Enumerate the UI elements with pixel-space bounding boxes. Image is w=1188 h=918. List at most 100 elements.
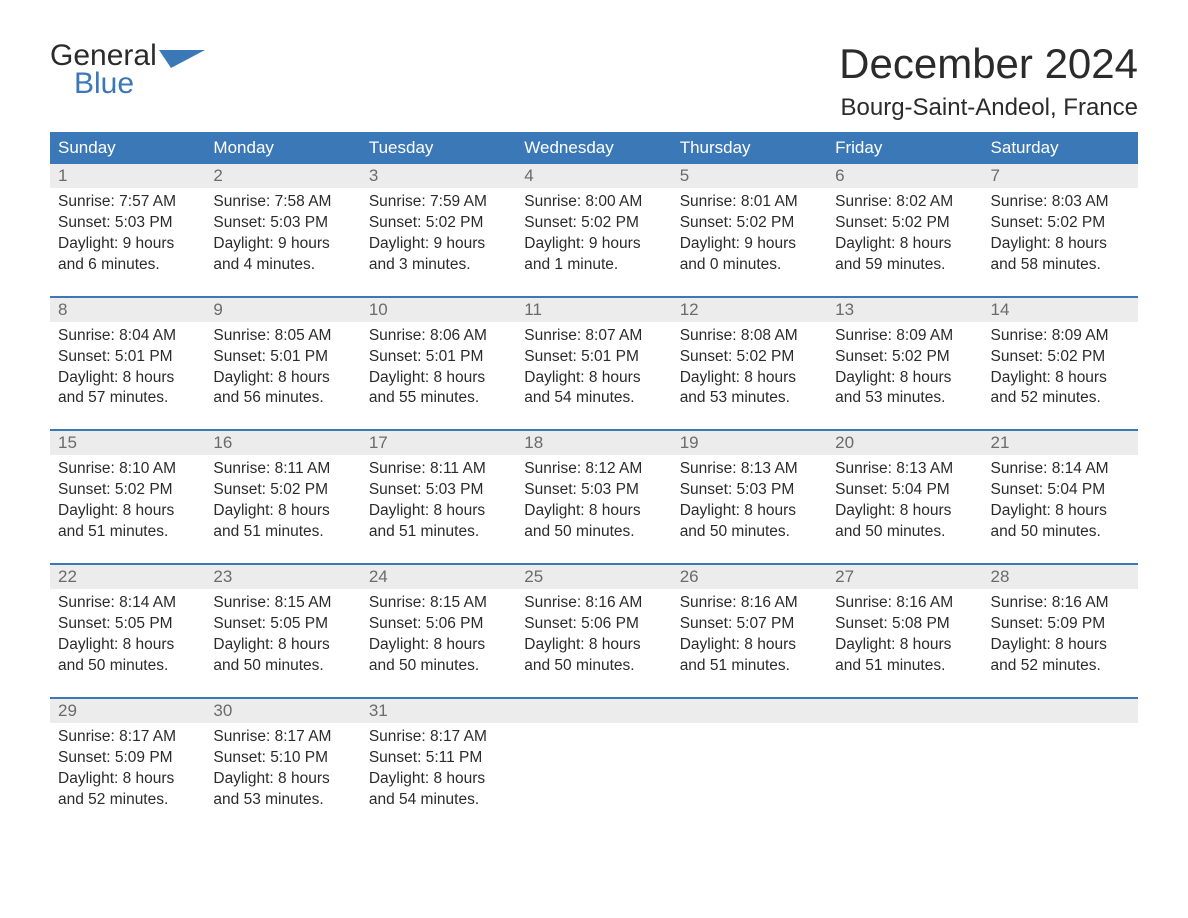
daylight-text: Daylight: 8 hours and 59 minutes. <box>835 234 974 276</box>
sunrise-text: Sunrise: 8:05 AM <box>213 326 352 347</box>
day-body: Sunrise: 8:10 AMSunset: 5:02 PMDaylight:… <box>58 455 197 543</box>
day-number-row: 12 <box>672 298 827 322</box>
sunset-text: Sunset: 5:02 PM <box>680 347 819 368</box>
day-number: 31 <box>369 701 388 720</box>
sunset-text: Sunset: 5:03 PM <box>369 480 508 501</box>
day-number: 3 <box>369 166 378 185</box>
sunset-text: Sunset: 5:02 PM <box>213 480 352 501</box>
calendar: SundayMondayTuesdayWednesdayThursdayFrid… <box>50 132 1138 820</box>
day-number: 6 <box>835 166 844 185</box>
day-number: 9 <box>213 300 222 319</box>
day-body: Sunrise: 8:06 AMSunset: 5:01 PMDaylight:… <box>369 322 508 410</box>
daylight-text: Daylight: 8 hours and 50 minutes. <box>524 501 663 543</box>
day-body: Sunrise: 8:09 AMSunset: 5:02 PMDaylight:… <box>835 322 974 410</box>
sunrise-text: Sunrise: 8:16 AM <box>524 593 663 614</box>
sunset-text: Sunset: 5:10 PM <box>213 748 352 769</box>
calendar-day: 25Sunrise: 8:16 AMSunset: 5:06 PMDayligh… <box>516 565 671 687</box>
day-number: 16 <box>213 433 232 452</box>
brand-text: General Blue <box>50 40 157 99</box>
day-number-row: 9 <box>205 298 360 322</box>
day-number: 8 <box>58 300 67 319</box>
day-number: 20 <box>835 433 854 452</box>
sunrise-text: Sunrise: 8:12 AM <box>524 459 663 480</box>
calendar-day-empty <box>983 699 1138 821</box>
sunset-text: Sunset: 5:01 PM <box>58 347 197 368</box>
weekday-header: Monday <box>205 132 360 164</box>
sunset-text: Sunset: 5:04 PM <box>991 480 1130 501</box>
sunrise-text: Sunrise: 7:57 AM <box>58 192 197 213</box>
sunrise-text: Sunrise: 8:16 AM <box>680 593 819 614</box>
daylight-text: Daylight: 8 hours and 50 minutes. <box>58 635 197 677</box>
sunrise-text: Sunrise: 8:14 AM <box>58 593 197 614</box>
weeks-container: 1Sunrise: 7:57 AMSunset: 5:03 PMDaylight… <box>50 164 1138 820</box>
daylight-text: Daylight: 8 hours and 53 minutes. <box>835 368 974 410</box>
daylight-text: Daylight: 8 hours and 51 minutes. <box>835 635 974 677</box>
sunset-text: Sunset: 5:01 PM <box>213 347 352 368</box>
weekday-header: Saturday <box>983 132 1138 164</box>
day-number: 17 <box>369 433 388 452</box>
day-number-row: 18 <box>516 431 671 455</box>
daylight-text: Daylight: 8 hours and 50 minutes. <box>835 501 974 543</box>
calendar-day: 15Sunrise: 8:10 AMSunset: 5:02 PMDayligh… <box>50 431 205 553</box>
day-number: 28 <box>991 567 1010 586</box>
day-number-row: 4 <box>516 164 671 188</box>
sunrise-text: Sunrise: 8:14 AM <box>991 459 1130 480</box>
sunset-text: Sunset: 5:02 PM <box>991 347 1130 368</box>
sunrise-text: Sunrise: 8:00 AM <box>524 192 663 213</box>
sunrise-text: Sunrise: 8:15 AM <box>213 593 352 614</box>
day-body: Sunrise: 8:09 AMSunset: 5:02 PMDaylight:… <box>991 322 1130 410</box>
daylight-text: Daylight: 8 hours and 50 minutes. <box>991 501 1130 543</box>
day-number-row: 8 <box>50 298 205 322</box>
day-number-row <box>516 699 671 723</box>
sunset-text: Sunset: 5:09 PM <box>58 748 197 769</box>
sunrise-text: Sunrise: 8:11 AM <box>369 459 508 480</box>
day-number-row: 21 <box>983 431 1138 455</box>
calendar-day: 9Sunrise: 8:05 AMSunset: 5:01 PMDaylight… <box>205 298 360 420</box>
day-number-row: 31 <box>361 699 516 723</box>
day-number-row: 14 <box>983 298 1138 322</box>
day-body: Sunrise: 8:15 AMSunset: 5:06 PMDaylight:… <box>369 589 508 677</box>
day-number-row: 30 <box>205 699 360 723</box>
sunset-text: Sunset: 5:02 PM <box>524 213 663 234</box>
calendar-day: 29Sunrise: 8:17 AMSunset: 5:09 PMDayligh… <box>50 699 205 821</box>
sunrise-text: Sunrise: 8:08 AM <box>680 326 819 347</box>
daylight-text: Daylight: 9 hours and 0 minutes. <box>680 234 819 276</box>
calendar-day: 19Sunrise: 8:13 AMSunset: 5:03 PMDayligh… <box>672 431 827 553</box>
daylight-text: Daylight: 8 hours and 53 minutes. <box>680 368 819 410</box>
sunset-text: Sunset: 5:05 PM <box>58 614 197 635</box>
day-number: 23 <box>213 567 232 586</box>
daylight-text: Daylight: 9 hours and 4 minutes. <box>213 234 352 276</box>
sunrise-text: Sunrise: 8:10 AM <box>58 459 197 480</box>
weekday-header: Friday <box>827 132 982 164</box>
day-number-row: 29 <box>50 699 205 723</box>
sunset-text: Sunset: 5:06 PM <box>524 614 663 635</box>
brand-part2: Blue <box>74 68 157 100</box>
calendar-day: 2Sunrise: 7:58 AMSunset: 5:03 PMDaylight… <box>205 164 360 286</box>
sunset-text: Sunset: 5:03 PM <box>58 213 197 234</box>
day-body: Sunrise: 8:04 AMSunset: 5:01 PMDaylight:… <box>58 322 197 410</box>
day-number-row: 26 <box>672 565 827 589</box>
sunrise-text: Sunrise: 8:17 AM <box>58 727 197 748</box>
calendar-day: 27Sunrise: 8:16 AMSunset: 5:08 PMDayligh… <box>827 565 982 687</box>
sunrise-text: Sunrise: 8:04 AM <box>58 326 197 347</box>
day-number: 12 <box>680 300 699 319</box>
day-body: Sunrise: 8:16 AMSunset: 5:06 PMDaylight:… <box>524 589 663 677</box>
sunset-text: Sunset: 5:02 PM <box>58 480 197 501</box>
day-number <box>524 701 529 720</box>
sunrise-text: Sunrise: 8:09 AM <box>991 326 1130 347</box>
sunset-text: Sunset: 5:02 PM <box>991 213 1130 234</box>
day-number: 2 <box>213 166 222 185</box>
day-body: Sunrise: 8:14 AMSunset: 5:04 PMDaylight:… <box>991 455 1130 543</box>
sunset-text: Sunset: 5:02 PM <box>680 213 819 234</box>
calendar-day: 6 Sunrise: 8:02 AMSunset: 5:02 PMDaylight… <box>827 164 982 286</box>
day-number-row: 10 <box>361 298 516 322</box>
day-body: Sunrise: 8:00 AMSunset: 5:02 PMDaylight:… <box>524 188 663 276</box>
calendar-day: 24Sunrise: 8:15 AMSunset: 5:06 PMDayligh… <box>361 565 516 687</box>
sunrise-text: Sunrise: 8:17 AM <box>369 727 508 748</box>
calendar-day: 30Sunrise: 8:17 AMSunset: 5:10 PMDayligh… <box>205 699 360 821</box>
sunset-text: Sunset: 5:06 PM <box>369 614 508 635</box>
daylight-text: Daylight: 9 hours and 1 minute. <box>524 234 663 276</box>
calendar-day: 8 Sunrise: 8:04 AMSunset: 5:01 PMDaylight… <box>50 298 205 420</box>
day-body: Sunrise: 8:02 AMSunset: 5:02 PMDaylight:… <box>835 188 974 276</box>
day-body: Sunrise: 8:13 AMSunset: 5:03 PMDaylight:… <box>680 455 819 543</box>
